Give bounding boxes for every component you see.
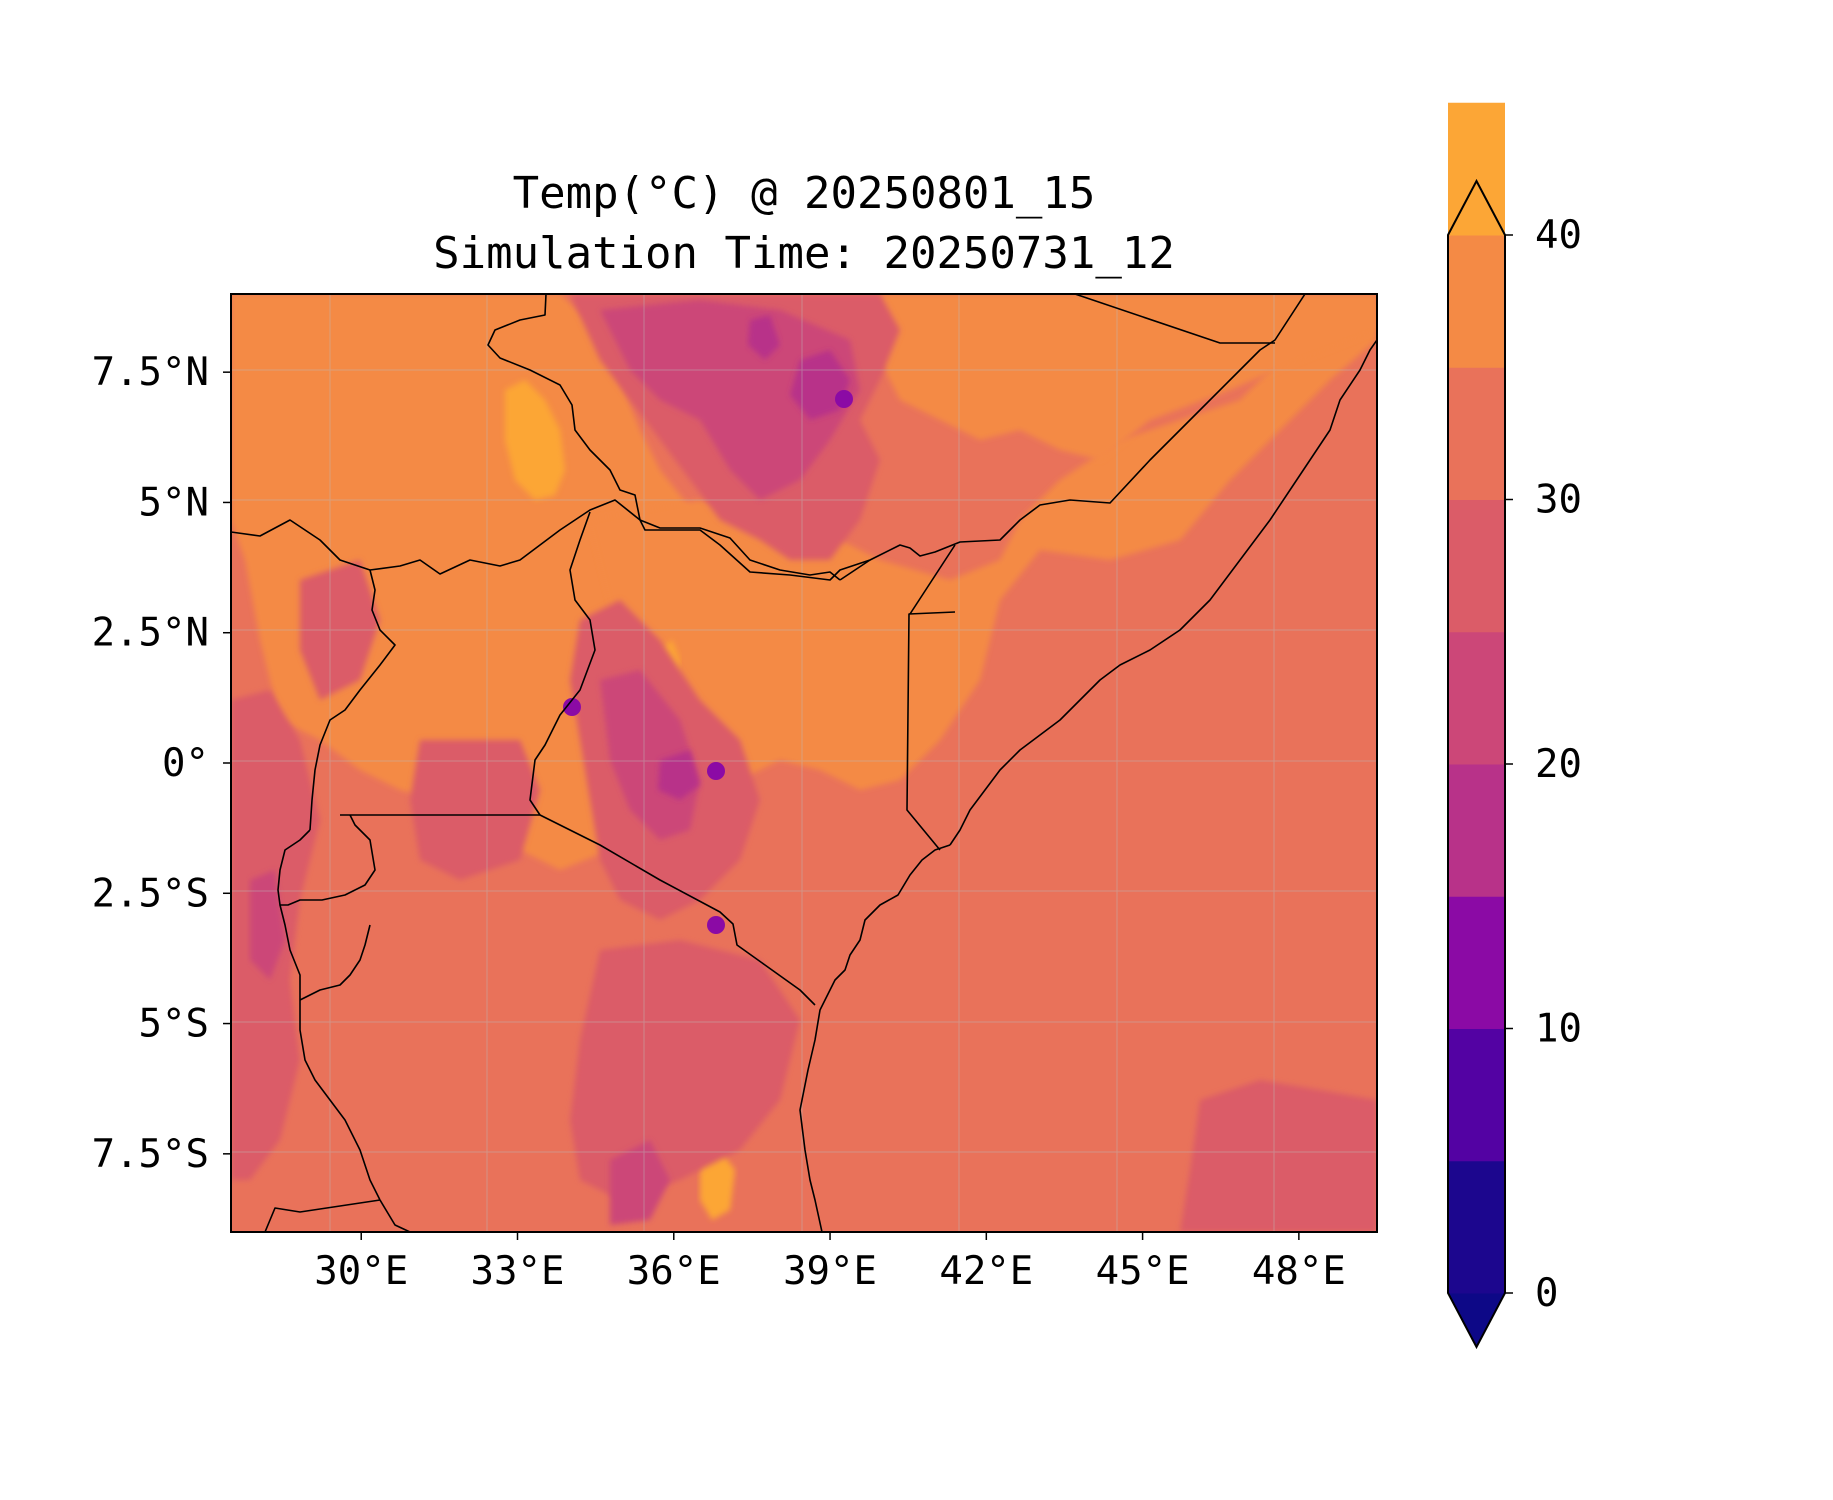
field-cold-kilimanjaro-peak bbox=[707, 916, 725, 934]
y-tick-label: 5°N bbox=[139, 480, 209, 525]
field-cold-ethiopia2 bbox=[748, 315, 780, 360]
colorbar-extend-min bbox=[1448, 1293, 1505, 1347]
x-tick-label: 36°E bbox=[627, 1249, 721, 1294]
field-warm-north-kenya bbox=[590, 300, 1377, 790]
colorbar-segment bbox=[1448, 102, 1505, 236]
colorbar-segment bbox=[1448, 764, 1505, 897]
colorbar-segment bbox=[1448, 1160, 1505, 1294]
field-cool-west-rift bbox=[250, 870, 285, 980]
colorbar-tick-label: 0 bbox=[1535, 1271, 1558, 1316]
colorbar-tick-label: 30 bbox=[1535, 478, 1582, 523]
field-mild-tanzania bbox=[570, 940, 800, 1200]
temperature-field bbox=[231, 294, 1377, 1232]
field-cold-ethiopia-peak bbox=[835, 390, 853, 408]
field-cold-kenya-peak bbox=[707, 762, 725, 780]
colorbar-segment bbox=[1448, 1028, 1505, 1162]
field-mild-lake-victoria bbox=[410, 740, 540, 880]
y-tick-label: 7.5°S bbox=[92, 1132, 209, 1177]
field-cold-ethiopia bbox=[790, 350, 850, 420]
colorbar-tick-label: 20 bbox=[1535, 742, 1582, 787]
y-tick-label: 2.5°N bbox=[92, 611, 209, 656]
field-warm-northeast bbox=[880, 294, 1377, 460]
y-tick-label: 2.5°S bbox=[92, 871, 209, 916]
map-gridlines bbox=[231, 294, 1377, 1232]
figure-title-line1: Temp(°C) @ 20250801_15 bbox=[513, 168, 1096, 219]
field-mild-uganda-west bbox=[300, 560, 380, 700]
x-tick-label: 30°E bbox=[314, 1249, 408, 1294]
y-tick-label: 5°S bbox=[139, 1002, 209, 1047]
colorbar-segment bbox=[1448, 367, 1505, 500]
field-cold-elgon-peak bbox=[563, 698, 581, 716]
x-tick-label: 45°E bbox=[1096, 1249, 1190, 1294]
colorbar-tick-label: 40 bbox=[1535, 213, 1582, 258]
x-tick-label: 33°E bbox=[471, 1249, 565, 1294]
y-tick-label: 0° bbox=[162, 741, 209, 786]
colorbar-segment bbox=[1448, 235, 1505, 368]
colorbar-segment bbox=[1448, 631, 1505, 765]
x-axis-ticks: 30°E 33°E 36°E 39°E 42°E 45°E 48°E bbox=[314, 1232, 1346, 1294]
x-tick-label: 48°E bbox=[1252, 1249, 1346, 1294]
field-cold-kenya bbox=[658, 750, 700, 800]
colorbar-segment bbox=[1448, 499, 1505, 633]
country-borders bbox=[231, 294, 1377, 1232]
colorbar: 0 10 20 30 40 bbox=[1447, 102, 1582, 1350]
x-tick-label: 42°E bbox=[939, 1249, 1033, 1294]
field-hot-sudan bbox=[505, 380, 565, 500]
field-mild-southeast bbox=[1180, 1080, 1377, 1232]
y-tick-label: 7.5°N bbox=[92, 350, 209, 395]
field-cool-tanzania-south bbox=[610, 1140, 670, 1225]
y-axis-ticks: 7.5°N 5°N 2.5°N 0° 2.5°S 5°S 7.5°S bbox=[92, 350, 231, 1177]
field-hot-south bbox=[700, 1150, 735, 1220]
figure-title-line2: Simulation Time: 20250731_12 bbox=[433, 228, 1175, 279]
x-tick-label: 39°E bbox=[783, 1249, 877, 1294]
colorbar-segment bbox=[1448, 896, 1505, 1029]
colorbar-tick-label: 10 bbox=[1535, 1007, 1582, 1052]
field-cool-ethiopia-core bbox=[600, 300, 860, 500]
